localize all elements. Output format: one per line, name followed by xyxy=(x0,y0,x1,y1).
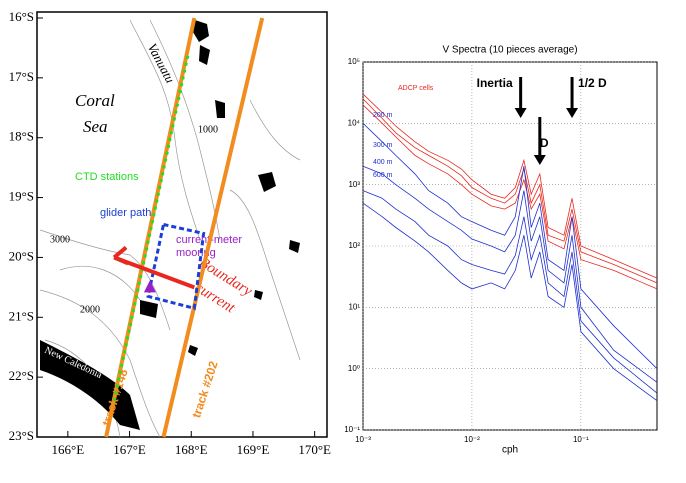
arrow-head xyxy=(514,108,527,118)
series-label: 400 m xyxy=(373,159,393,166)
lon-label: 169°E xyxy=(237,442,270,457)
track xyxy=(161,17,265,438)
arrow-head xyxy=(533,155,546,165)
spectrum-line xyxy=(362,98,658,284)
mooring xyxy=(143,280,156,293)
y-tick-label: 10⁵ xyxy=(348,57,360,66)
map-label: CTD stations xyxy=(75,171,139,183)
x-axis-label: cph xyxy=(502,445,518,456)
x-tick-label: 10⁻² xyxy=(464,435,480,444)
lat-label: 16°S xyxy=(9,9,34,24)
y-tick-label: 10³ xyxy=(348,180,360,189)
contour-label: 1000 xyxy=(198,124,218,135)
map-label: Coral xyxy=(75,91,115,110)
y-tick-label: 10⁴ xyxy=(348,118,361,127)
spectrum-line xyxy=(362,104,658,290)
y-tick-label: 10¹ xyxy=(348,302,360,311)
lon-label: 167°E xyxy=(113,442,146,457)
spectrum-line xyxy=(362,123,658,369)
lat-label: 20°S xyxy=(9,248,34,263)
lat-label: 18°S xyxy=(9,129,34,144)
series-label: 200 m xyxy=(373,112,393,119)
x-tick-label: 10⁻¹ xyxy=(573,435,589,444)
x-tick-label: 10⁻³ xyxy=(355,435,371,444)
lon-label: 166°E xyxy=(52,442,85,457)
arrow-head xyxy=(112,245,129,266)
series-label: ADCP cells xyxy=(398,85,434,92)
map-label: Sea xyxy=(83,117,108,136)
y-tick-label: 10² xyxy=(348,241,360,250)
y-tick-label: 10⁻¹ xyxy=(344,425,360,434)
annotation: 1/2 D xyxy=(578,76,607,90)
map-label: glider path xyxy=(100,207,151,219)
series-label: 600 m xyxy=(373,172,393,179)
chart-title: V Spectra (10 pieces average) xyxy=(442,45,577,56)
lon-label: 168°E xyxy=(175,442,208,457)
lat-label: 17°S xyxy=(9,69,34,84)
lat-label: 19°S xyxy=(9,189,34,204)
y-tick-label: 10⁰ xyxy=(348,364,360,373)
spectrum-line xyxy=(362,202,658,402)
annotation: D xyxy=(540,136,549,150)
spectrum-line xyxy=(362,93,658,279)
lat-label: 21°S xyxy=(9,308,34,323)
contour-label: 3000 xyxy=(50,234,70,245)
land xyxy=(40,20,300,430)
annotation: Inertia xyxy=(477,76,513,90)
spectrum-line xyxy=(362,165,658,383)
contour-label: 2000 xyxy=(80,304,100,315)
lat-label: 23°S xyxy=(9,428,34,443)
series-label: 300 m xyxy=(373,142,393,149)
lon-label: 170°E xyxy=(298,442,331,457)
lat-label: 22°S xyxy=(9,368,34,383)
ctd-stations xyxy=(112,53,190,402)
spectrum-line xyxy=(362,190,658,394)
arrow-head xyxy=(566,108,579,118)
